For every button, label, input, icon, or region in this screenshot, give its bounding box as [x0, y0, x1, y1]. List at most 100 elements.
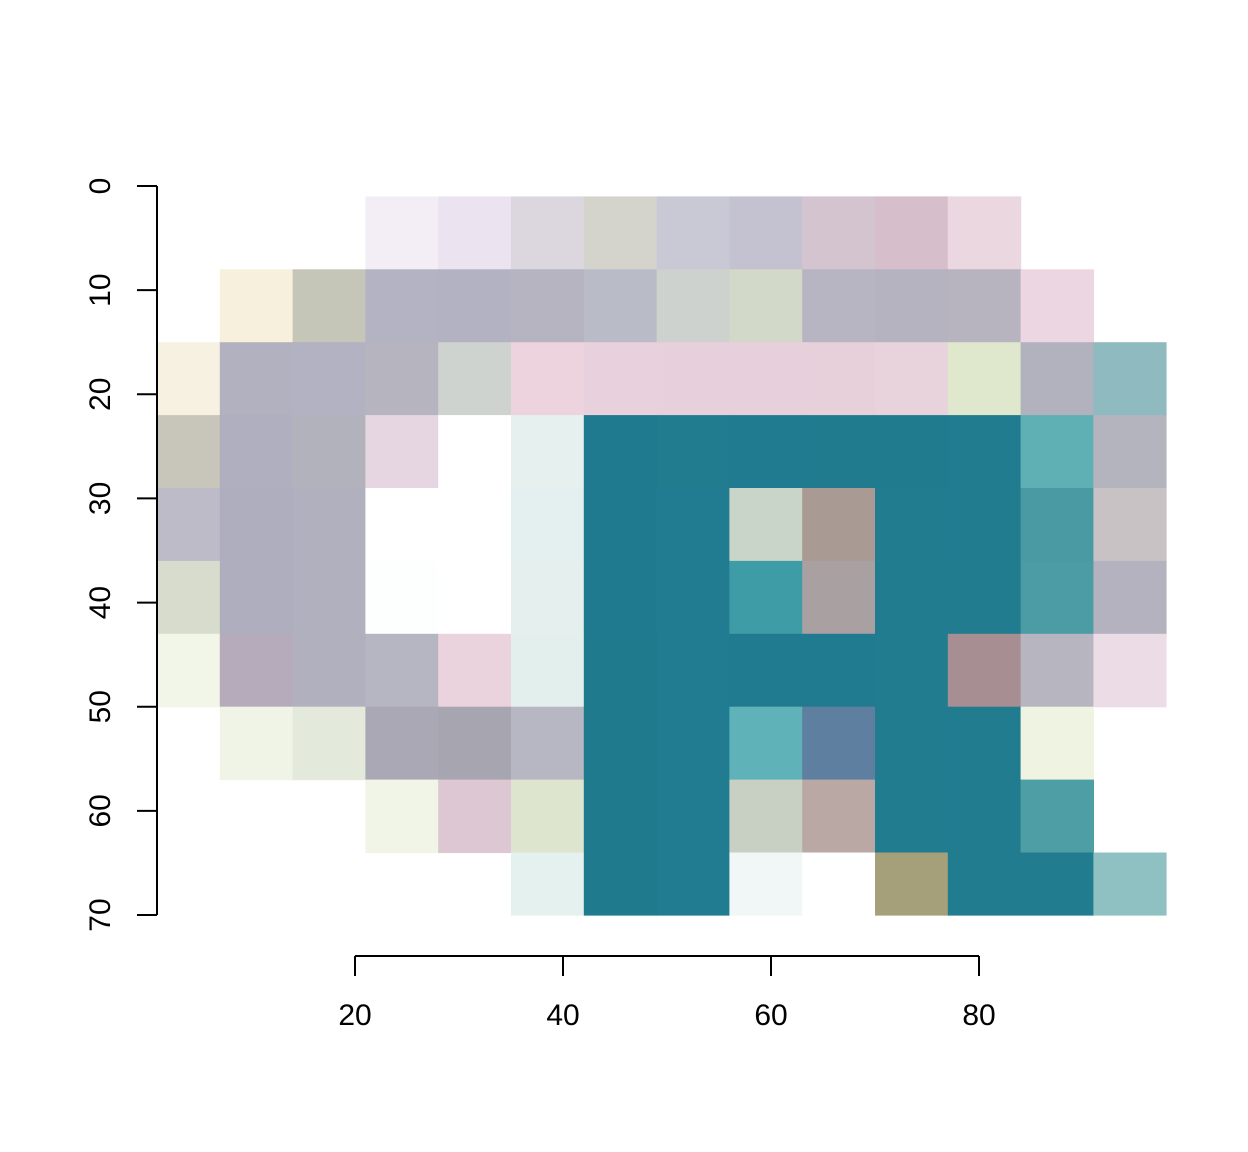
heatmap-cell	[1020, 488, 1094, 562]
heatmap-cell	[656, 706, 730, 781]
heatmap-cell	[1093, 560, 1167, 635]
heatmap-cell	[1020, 633, 1094, 708]
heatmap-cell	[511, 488, 585, 562]
heatmap-cell	[583, 342, 658, 416]
heatmap-cell	[365, 342, 439, 416]
y-tick-label: 40	[84, 586, 117, 619]
heatmap-cell	[1093, 342, 1167, 416]
heatmap-cell	[802, 269, 876, 343]
y-tick-label: 20	[84, 378, 117, 411]
heatmap-cell	[656, 196, 730, 270]
heatmap-cell	[1020, 342, 1094, 416]
heatmap-cell	[875, 706, 949, 781]
heatmap-cell	[438, 633, 512, 708]
heatmap-cell	[583, 488, 658, 562]
heatmap-cell	[875, 488, 949, 562]
heatmap-cell	[875, 196, 949, 270]
heatmap-cell	[292, 633, 366, 708]
heatmap-cell	[292, 706, 366, 781]
heatmap-cell	[583, 269, 658, 343]
heatmap-cell	[947, 852, 1022, 916]
heatmap-cell	[729, 196, 803, 270]
y-tick-label: 10	[84, 273, 117, 306]
heatmap-cell	[947, 779, 1022, 854]
heatmap-cell	[1093, 852, 1167, 916]
heatmap-cell	[802, 633, 876, 708]
heatmap-cell	[365, 779, 439, 854]
heatmap-cell	[158, 633, 221, 708]
y-tick-label: 0	[84, 178, 117, 195]
y-tick-label: 70	[84, 898, 117, 931]
heatmap-cell	[947, 415, 1022, 489]
heatmap-cell	[365, 560, 439, 635]
heatmap-cell	[511, 342, 585, 416]
heatmap-cell	[875, 633, 949, 708]
heatmap-cell	[292, 415, 366, 489]
heatmap-cell	[583, 779, 658, 854]
y-axis: 0 10 20 30 40 50 60 70	[84, 178, 158, 932]
heatmap-cell	[1020, 415, 1094, 489]
heatmap-cell	[1093, 488, 1167, 562]
heatmap-cell	[729, 706, 803, 781]
heatmap-cell	[219, 415, 294, 489]
heatmap-cell	[219, 706, 294, 781]
heatmap-cell	[219, 342, 294, 416]
heatmap-cell	[438, 415, 512, 489]
heatmap-cell	[438, 196, 512, 270]
heatmap-cell	[947, 706, 1022, 781]
heatmap-cell	[947, 633, 1022, 708]
heatmap-cell	[656, 633, 730, 708]
heatmap-cell	[219, 560, 294, 635]
heatmap-cell	[158, 342, 221, 416]
heatmap-cell	[802, 852, 876, 916]
x-tick-label: 80	[962, 999, 995, 1032]
heatmap-cell	[656, 852, 730, 916]
heatmap-cell	[729, 560, 803, 635]
heatmap-cell	[583, 633, 658, 708]
heatmap-cell	[365, 196, 439, 270]
heatmap-cell	[365, 633, 439, 708]
heatmap-cell	[729, 488, 803, 562]
heatmap-cell	[511, 415, 585, 489]
heatmap-cell	[511, 706, 585, 781]
heatmap-cell	[875, 779, 949, 854]
y-tick-label: 50	[84, 690, 117, 723]
y-tick-label: 60	[84, 794, 117, 827]
heatmap-cell	[365, 488, 439, 562]
heatmap-cell	[729, 415, 803, 489]
heatmap-cell	[947, 342, 1022, 416]
heatmap-cell	[1020, 706, 1094, 781]
heatmap-cell	[1020, 269, 1094, 343]
heatmap-cell	[219, 269, 294, 343]
heatmap-cell	[292, 560, 366, 635]
heatmap-tiles	[158, 196, 1167, 916]
heatmap-cell	[875, 415, 949, 489]
heatmap-cell	[947, 560, 1022, 635]
heatmap-cell	[802, 196, 876, 270]
heatmap-cell	[438, 488, 512, 562]
heatmap-cell	[158, 560, 221, 635]
heatmap-cell	[802, 779, 876, 854]
heatmap-cell	[802, 415, 876, 489]
heatmap-cell	[583, 196, 658, 270]
heatmap-cell	[729, 269, 803, 343]
heatmap-cell	[583, 560, 658, 635]
heatmap-cell	[511, 852, 585, 916]
heatmap-cell	[729, 852, 803, 916]
heatmap-cell	[802, 706, 876, 781]
heatmap-cell	[1020, 779, 1094, 854]
heatmap-cell	[1093, 415, 1167, 489]
heatmap-cell	[656, 560, 730, 635]
heatmap-cell	[875, 852, 949, 916]
heatmap-cell	[438, 269, 512, 343]
heatmap-cell	[947, 488, 1022, 562]
heatmap-cell	[292, 488, 366, 562]
heatmap-cell	[365, 706, 439, 781]
heatmap-cell	[292, 269, 366, 343]
x-axis: 20 40 60 80	[338, 955, 996, 1032]
heatmap-cell	[802, 560, 876, 635]
heatmap-cell	[511, 560, 585, 635]
heatmap-cell	[656, 342, 730, 416]
heatmap-cell	[365, 269, 439, 343]
